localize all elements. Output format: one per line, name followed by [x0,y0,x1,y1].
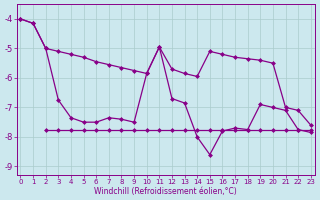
X-axis label: Windchill (Refroidissement éolien,°C): Windchill (Refroidissement éolien,°C) [94,187,237,196]
